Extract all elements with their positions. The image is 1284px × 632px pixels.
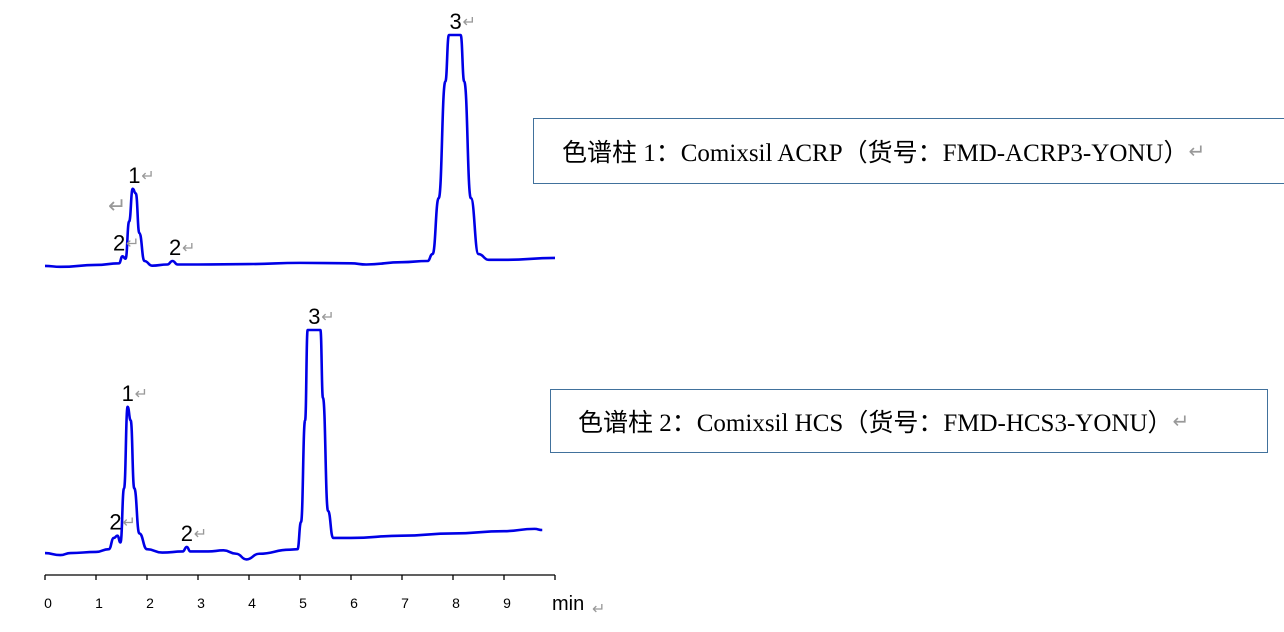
paragraph-mark: ↵ bbox=[122, 515, 135, 532]
paragraph-mark: ↵ bbox=[135, 386, 148, 403]
x-axis-unit: min bbox=[552, 593, 584, 615]
x-tick-label: 8 bbox=[452, 595, 460, 611]
paragraph-mark: ↵ bbox=[463, 14, 476, 31]
paragraph-mark: ↵ bbox=[194, 526, 207, 543]
paragraph-mark: ↵ bbox=[1172, 410, 1190, 433]
x-tick-label: 9 bbox=[503, 595, 511, 611]
peak-label-2: 2 bbox=[169, 235, 181, 260]
caption-column-2: 色谱柱 2：Comixsil HCS（货号：FMD-HCS3-YONU） bbox=[578, 410, 1173, 437]
caption-column-1: 色谱柱 1：Comixsil ACRP（货号：FMD-ACRP3-YONU） bbox=[562, 140, 1189, 167]
caption-box-column-1: 色谱柱 1：Comixsil ACRP（货号：FMD-ACRP3-YONU） ↵ bbox=[533, 118, 1284, 184]
peak-label-2: 2 bbox=[113, 230, 125, 255]
paragraph-mark: ↵ bbox=[592, 601, 605, 618]
x-tick-label: 1 bbox=[95, 595, 103, 611]
peak-label-1: 1 bbox=[128, 163, 140, 188]
paragraph-mark: ↵ bbox=[108, 193, 126, 218]
x-tick-label: 5 bbox=[299, 595, 307, 611]
x-tick-label: 4 bbox=[248, 595, 256, 611]
peak-label-2: 2 bbox=[181, 521, 193, 546]
peak-label-2: 2 bbox=[109, 510, 121, 535]
x-tick-label: 7 bbox=[401, 595, 409, 611]
x-tick-label: 3 bbox=[197, 595, 205, 611]
paragraph-mark: ↵ bbox=[1188, 140, 1206, 163]
caption-box-column-2: 色谱柱 2：Comixsil HCS（货号：FMD-HCS3-YONU） ↵ bbox=[550, 389, 1268, 453]
paragraph-mark: ↵ bbox=[126, 235, 139, 252]
peak-label-1: 1 bbox=[122, 381, 134, 406]
trace-line-2 bbox=[44, 328, 543, 561]
x-tick-label: 2 bbox=[146, 595, 154, 611]
peak-label-3: 3 bbox=[450, 9, 462, 34]
paragraph-mark: ↵ bbox=[141, 168, 154, 185]
paragraph-mark: ↵ bbox=[321, 309, 334, 326]
peak-label-3: 3 bbox=[308, 304, 320, 329]
x-tick-label: 0 bbox=[44, 595, 52, 611]
x-tick-label: 6 bbox=[350, 595, 358, 611]
trace-line-1 bbox=[44, 33, 556, 269]
paragraph-mark: ↵ bbox=[182, 240, 195, 257]
